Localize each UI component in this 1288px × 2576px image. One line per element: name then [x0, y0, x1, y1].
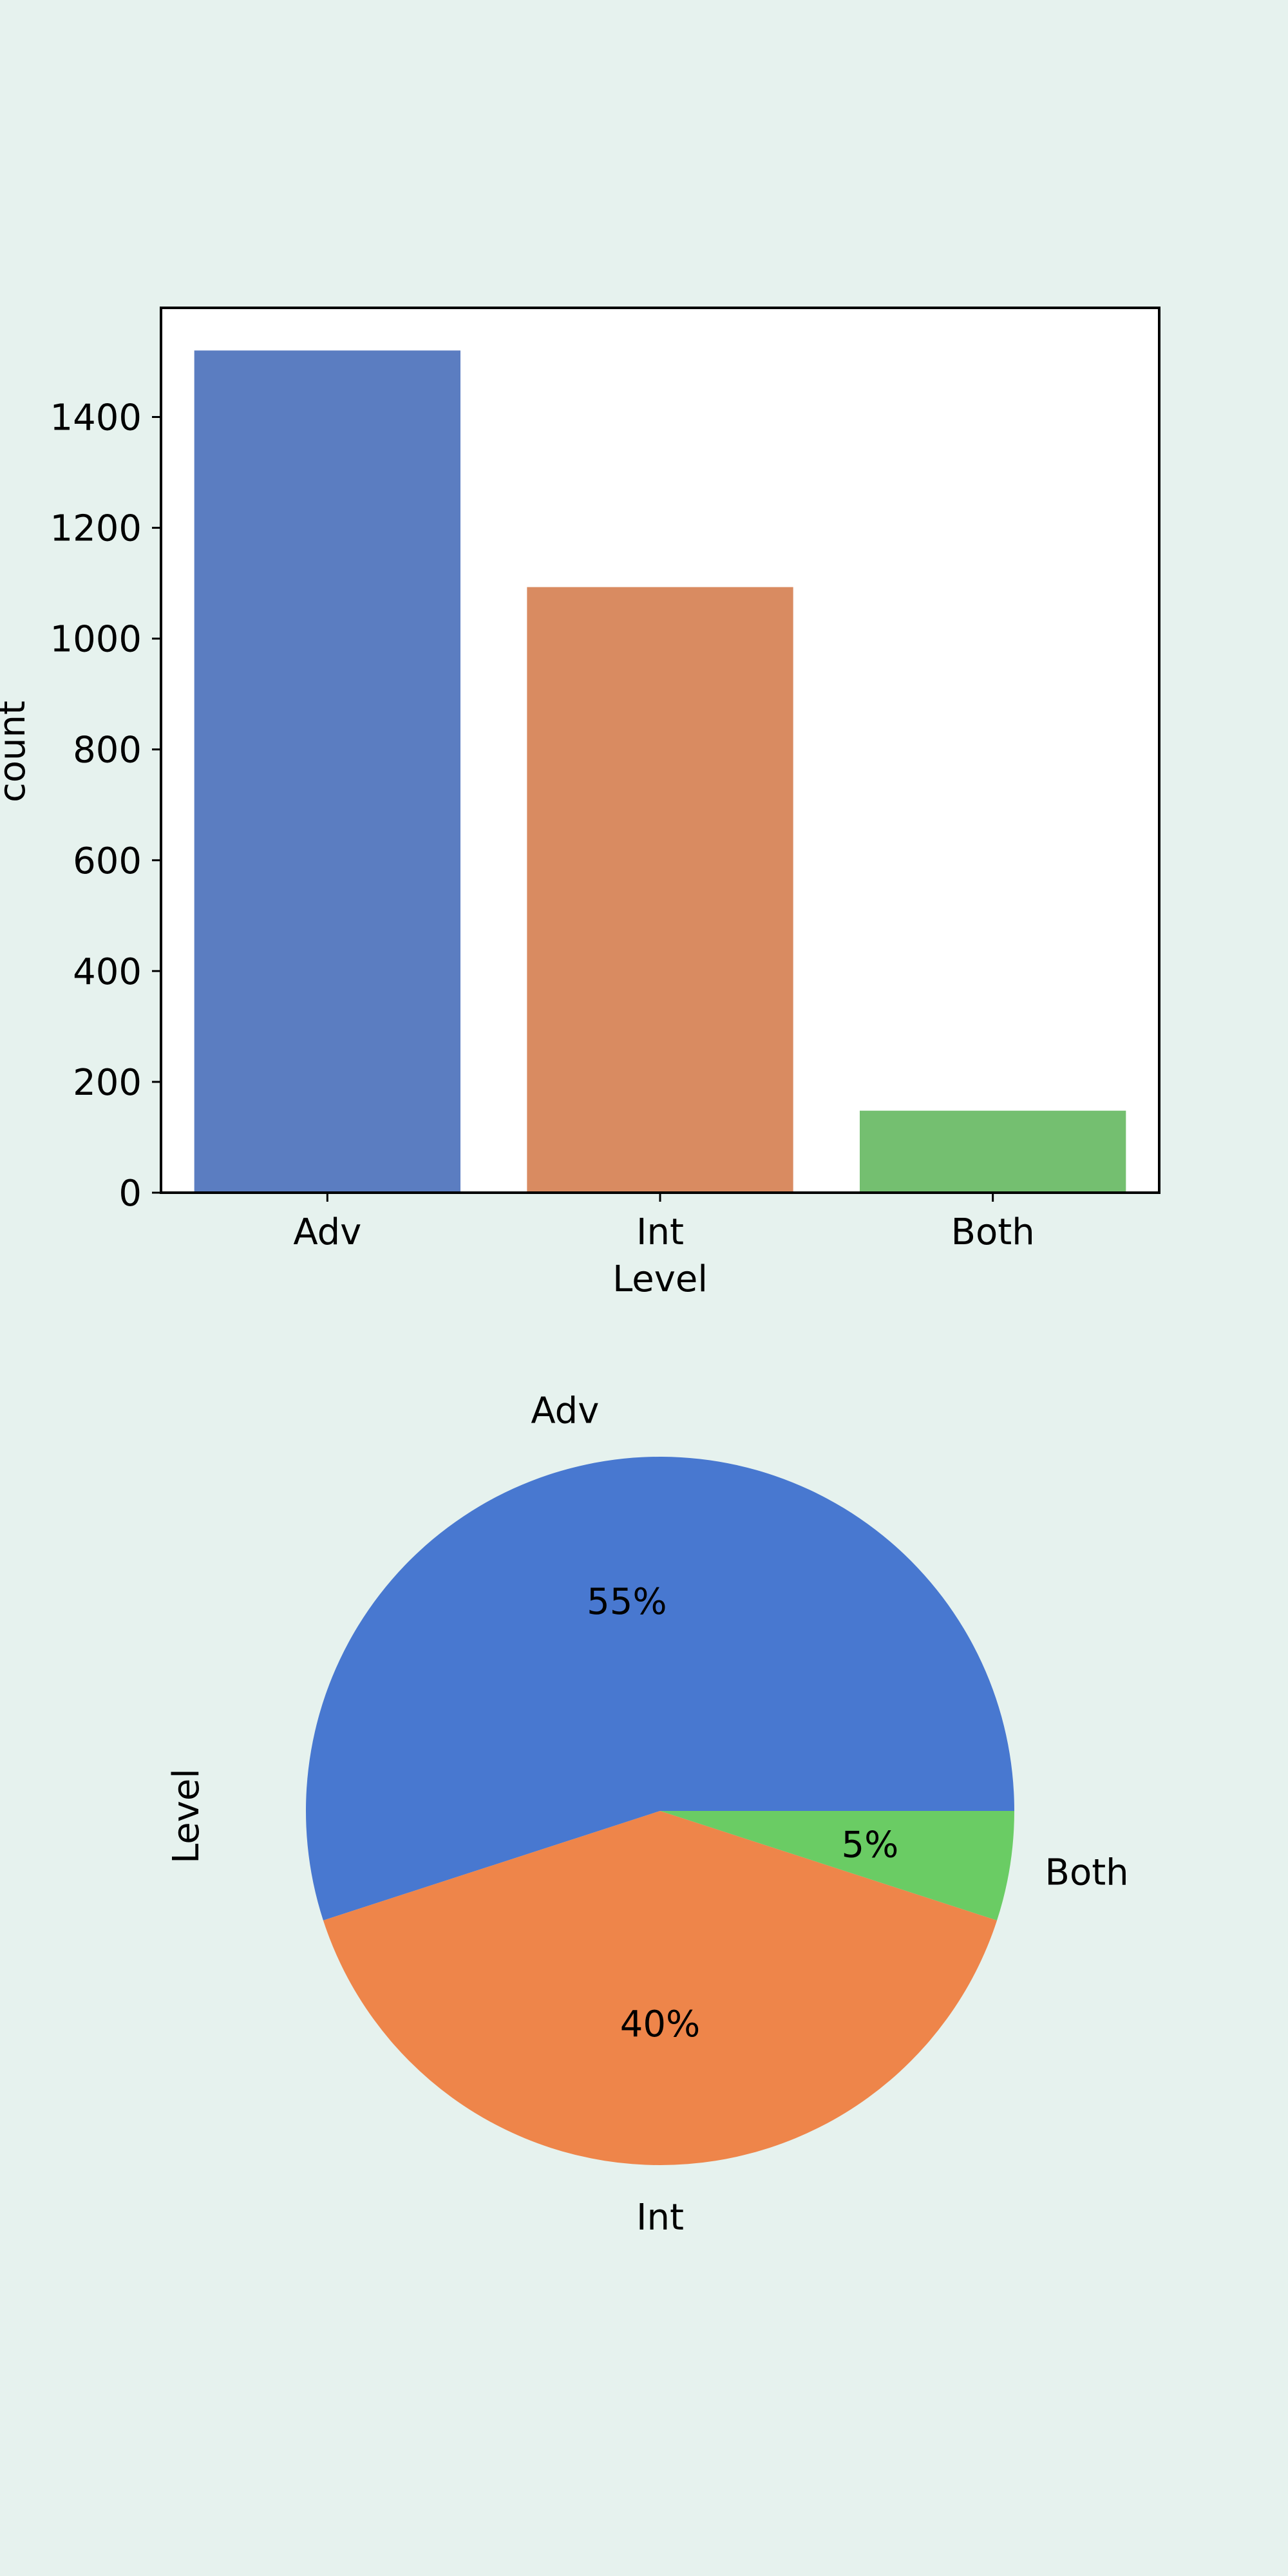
bar-y-axis-ticks: 0 200 400 600 800 1000 1200 1400	[50, 397, 161, 1215]
bar-adv	[194, 350, 460, 1193]
x-tick-label: Int	[636, 1211, 684, 1253]
pie-slice-both	[660, 1811, 1015, 1920]
pie-labels: 55% Adv 40% Int 5% Both	[531, 1390, 1128, 2239]
x-tick-label: Adv	[293, 1211, 361, 1253]
bar-chart: 0 200 400 600 800 1000 1200 1400 Adv Int Both Lev…	[0, 307, 1160, 1300]
bar-int	[527, 587, 793, 1193]
bar-marks	[160, 307, 1160, 1194]
pie-pct-label: 40%	[620, 2003, 700, 2045]
y-tick-label: 600	[73, 840, 142, 882]
pie-y-axis-label: Level	[166, 1768, 207, 1864]
pie-category-label: Adv	[531, 1390, 599, 1432]
y-tick-label: 1200	[50, 508, 142, 550]
bar-x-axis-label: Level	[612, 1258, 708, 1300]
y-tick-label: 1400	[50, 397, 142, 439]
pie-pct-label: 55%	[587, 1581, 667, 1623]
y-tick-label: 200	[73, 1062, 142, 1104]
bar-x-axis-ticks: Adv Int Both	[293, 1193, 1035, 1253]
pie-pct-label: 5%	[842, 1824, 899, 1866]
y-tick-label: 1000	[50, 619, 142, 661]
pie-slice-int	[323, 1811, 998, 2165]
pie-slices	[306, 1457, 1015, 2165]
pie-category-label: Both	[1045, 1852, 1129, 1894]
x-tick-label: Both	[951, 1211, 1035, 1253]
y-tick-label: 800	[73, 730, 142, 772]
y-tick-label: 0	[118, 1173, 142, 1215]
pie-chart: 55% Adv 40% Int 5% Both Level	[166, 1390, 1129, 2239]
y-tick-label: 400	[73, 951, 142, 993]
bar-both	[860, 1110, 1126, 1193]
pie-category-label: Int	[636, 2197, 684, 2239]
pie-slice-adv	[306, 1457, 1015, 1920]
bar-y-axis-label: count	[0, 701, 33, 802]
